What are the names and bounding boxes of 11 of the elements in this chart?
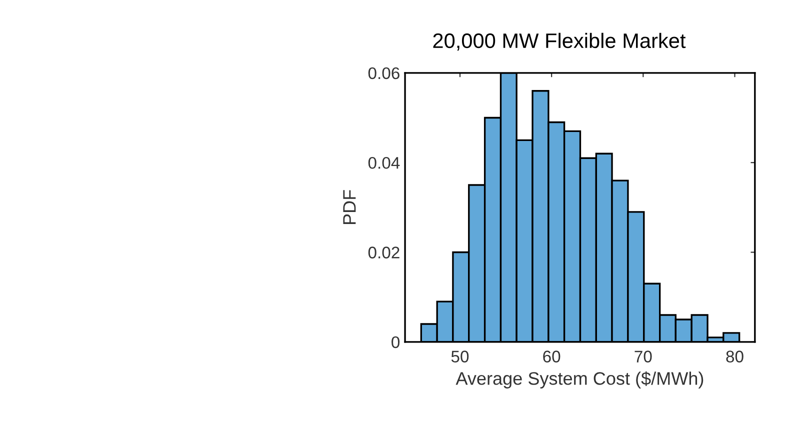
x-axis-title: Average System Cost ($/MWh) — [456, 371, 704, 388]
y-tick-label: 0 — [392, 336, 400, 348]
y-tick-label: 0.02 — [368, 246, 400, 258]
x-tick-label: 60 — [543, 350, 560, 362]
y-tick-label: 0.04 — [368, 156, 400, 169]
x-tick-label: 80 — [726, 350, 744, 362]
chart-title: 20,000 MW Flexible Market — [433, 32, 686, 51]
x-tick-label: 50 — [451, 350, 469, 362]
y-axis-title: PDF — [343, 190, 356, 224]
y-tick-label: 0.06 — [368, 67, 400, 80]
x-tick-label: 70 — [634, 350, 652, 362]
